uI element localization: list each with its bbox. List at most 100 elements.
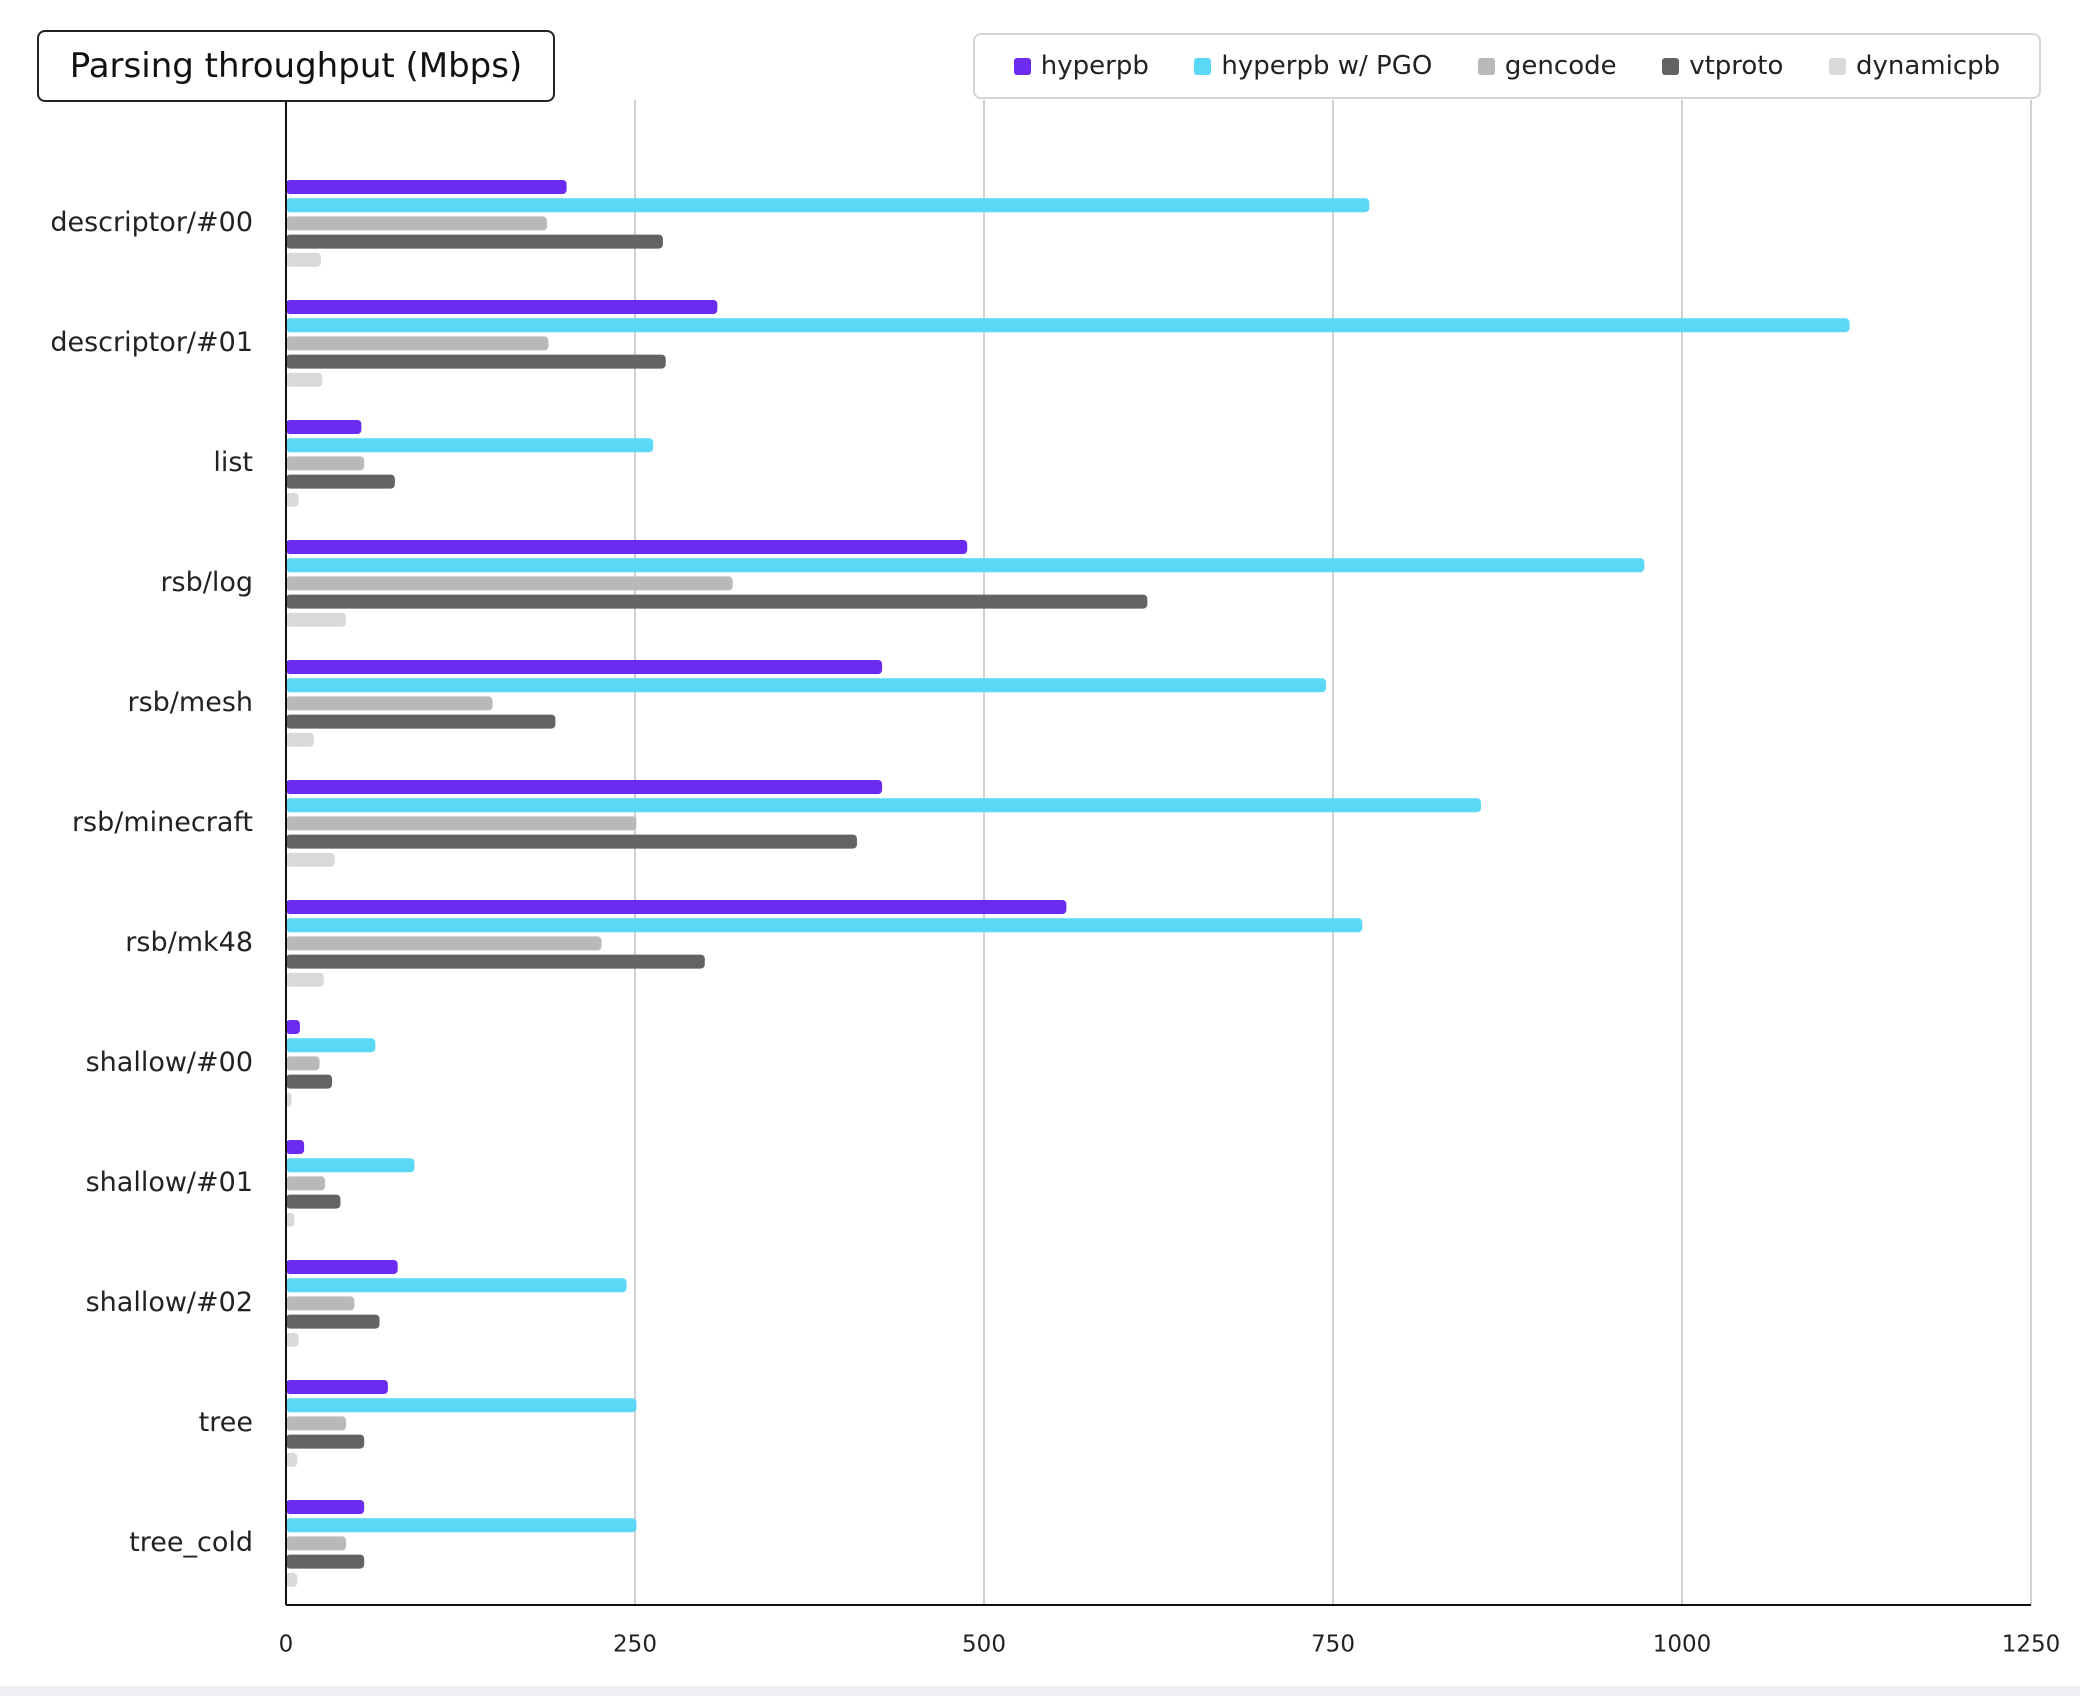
legend-item-hyperpb-pgo: hyperpb w/ PGO <box>1194 51 1432 81</box>
axes <box>285 100 2031 1606</box>
bar <box>286 1194 341 1209</box>
bar <box>286 678 1327 693</box>
bar <box>286 456 365 471</box>
bar <box>286 1260 398 1274</box>
bar <box>286 438 654 453</box>
bar <box>286 576 733 591</box>
chart-title: Parsing throughput (Mbps) <box>37 30 555 102</box>
bar <box>286 252 321 267</box>
bar <box>286 1314 380 1329</box>
bar <box>286 1056 320 1071</box>
bottom-shade <box>0 1686 2080 1696</box>
category-label: shallow/#02 <box>86 1287 253 1318</box>
legend: hyperpb hyperpb w/ PGO gencode vtproto d… <box>973 33 2041 99</box>
legend-label: hyperpb <box>1040 51 1149 81</box>
bar <box>286 1536 347 1551</box>
bar <box>286 798 1481 813</box>
bar <box>286 954 705 969</box>
bar <box>286 852 335 867</box>
bar <box>286 1572 298 1587</box>
bar <box>286 234 663 249</box>
category-label: rsb/log <box>160 567 253 598</box>
bar <box>286 372 323 387</box>
bar <box>286 660 883 674</box>
bar <box>286 336 549 351</box>
bar <box>286 918 1363 933</box>
bar <box>286 1500 365 1514</box>
bar <box>286 1380 388 1394</box>
x-tick-label: 250 <box>613 1632 657 1658</box>
bar <box>286 1212 295 1227</box>
x-tick-label: 0 <box>279 1632 294 1658</box>
x-tick-label: 1000 <box>1653 1632 1712 1658</box>
bar <box>286 1140 305 1154</box>
bar <box>286 1158 415 1173</box>
legend-swatch <box>1662 57 1680 75</box>
legend-item-vtproto: vtproto <box>1662 51 1783 81</box>
legend-item-hyperpb: hyperpb <box>1013 51 1149 81</box>
bar <box>286 492 299 507</box>
bar <box>286 1518 637 1533</box>
bar <box>286 1434 365 1449</box>
legend-swatch <box>1477 57 1495 75</box>
bar <box>286 318 1850 333</box>
bar <box>286 354 666 369</box>
bar <box>286 816 637 831</box>
legend-label: gencode <box>1504 51 1617 81</box>
bar <box>286 180 567 194</box>
legend-label: vtproto <box>1689 51 1784 81</box>
bar <box>286 198 1370 213</box>
bar <box>286 1278 627 1293</box>
legend-swatch <box>1013 57 1031 75</box>
bar <box>286 1398 637 1413</box>
legend-swatch <box>1828 57 1846 75</box>
bar <box>286 216 548 231</box>
bar <box>286 1074 333 1089</box>
category-label: list <box>213 447 253 478</box>
x-tick-label: 500 <box>962 1632 1006 1658</box>
bars <box>286 180 1850 1587</box>
bar <box>286 732 314 747</box>
bar <box>286 1176 326 1191</box>
bar <box>286 1038 376 1053</box>
legend-swatch <box>1194 57 1212 75</box>
bar <box>286 900 1067 914</box>
category-label: rsb/mesh <box>128 687 254 718</box>
bar <box>286 1296 355 1311</box>
bar <box>286 300 718 314</box>
bar <box>286 1092 292 1107</box>
x-tick-label: 750 <box>1311 1632 1355 1658</box>
x-tick-labels: 0 250 500 750 1000 1250 <box>279 1632 2061 1658</box>
legend-item-dynamicpb: dynamicpb <box>1828 51 2000 81</box>
bar <box>286 972 324 987</box>
category-label: rsb/minecraft <box>72 807 253 838</box>
bar <box>286 696 493 711</box>
category-label: shallow/#01 <box>86 1167 253 1198</box>
bar <box>286 540 968 554</box>
bar <box>286 1020 300 1034</box>
bar <box>286 936 602 951</box>
bar <box>286 474 395 489</box>
category-labels: descriptor/#00 descriptor/#01 list rsb/log r… <box>50 207 253 1558</box>
category-label: descriptor/#00 <box>50 207 253 238</box>
bar <box>286 834 857 849</box>
bar <box>286 1416 347 1431</box>
category-label: shallow/#00 <box>86 1047 253 1078</box>
bar <box>286 780 883 794</box>
bar <box>286 1452 298 1467</box>
bar <box>286 594 1148 609</box>
legend-label: hyperpb w/ PGO <box>1221 51 1433 81</box>
bar <box>286 1554 365 1569</box>
category-label: descriptor/#01 <box>50 327 253 358</box>
category-label: tree_cold <box>129 1527 253 1558</box>
x-tick-label: 1250 <box>2002 1632 2061 1658</box>
category-label: tree <box>199 1407 253 1438</box>
bar <box>286 714 556 729</box>
bar <box>286 558 1645 573</box>
legend-item-gencode: gencode <box>1477 51 1617 81</box>
bar <box>286 612 347 627</box>
grid-lines <box>634 100 2032 1605</box>
category-label: rsb/mk48 <box>125 927 253 958</box>
